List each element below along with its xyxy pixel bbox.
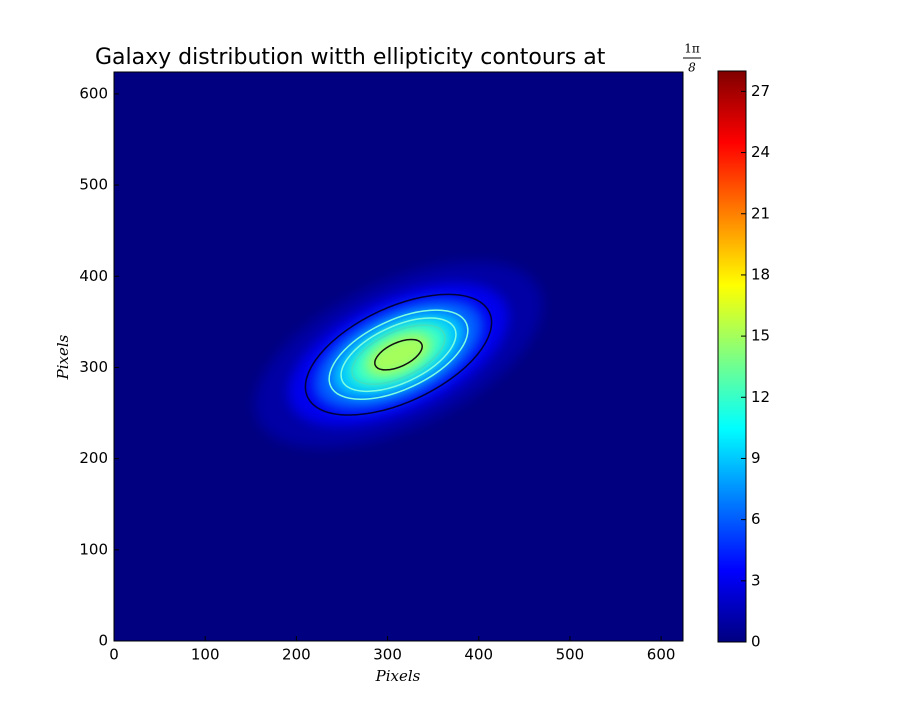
y-axis-label: Pixels — [54, 334, 72, 380]
plot-frame — [113, 71, 684, 642]
contour — [304, 293, 493, 416]
chart-title: Galaxy distribution witth ellipticity co… — [95, 45, 606, 70]
title-fraction-numerator: 1π — [684, 42, 700, 56]
y-tick-label: 200 — [79, 449, 108, 467]
x-tick-label: 0 — [109, 646, 119, 664]
y-tick-label: 300 — [79, 358, 108, 376]
colorbar-tick-label: 15 — [751, 327, 770, 345]
x-tick-label: 500 — [556, 646, 585, 664]
density-layer — [366, 333, 431, 377]
contour — [340, 317, 457, 393]
colorbar-tick-label: 6 — [751, 510, 761, 528]
colorbar-tick-label: 9 — [751, 449, 761, 467]
y-tick-label: 500 — [79, 176, 108, 194]
contour — [328, 309, 469, 400]
colorbar-tick-label: 18 — [751, 265, 770, 283]
y-tick-label: 0 — [98, 632, 108, 650]
x-tick-label: 100 — [191, 646, 220, 664]
colorbar-tick-label: 27 — [751, 82, 770, 100]
colorbar-tick-label: 3 — [751, 571, 761, 589]
x-tick-label: 200 — [282, 646, 311, 664]
x-tick-label: 300 — [373, 646, 402, 664]
y-tick-label: 600 — [79, 84, 108, 102]
colorbar-tick-label: 0 — [751, 633, 761, 651]
colorbar — [717, 70, 747, 643]
title-fraction-denominator: 8 — [688, 61, 696, 75]
colorbar-tick-label: 21 — [751, 204, 770, 222]
x-axis-label: Pixels — [375, 667, 421, 685]
colorbar-tick-label: 24 — [751, 143, 770, 161]
x-tick-label: 400 — [464, 646, 493, 664]
contour — [351, 324, 446, 386]
y-tick-label: 100 — [79, 540, 108, 558]
x-tick-label: 600 — [647, 646, 676, 664]
plot-area — [114, 72, 683, 641]
y-tick-label: 400 — [79, 267, 108, 285]
colorbar-tick-label: 12 — [751, 388, 770, 406]
contour — [374, 338, 423, 371]
